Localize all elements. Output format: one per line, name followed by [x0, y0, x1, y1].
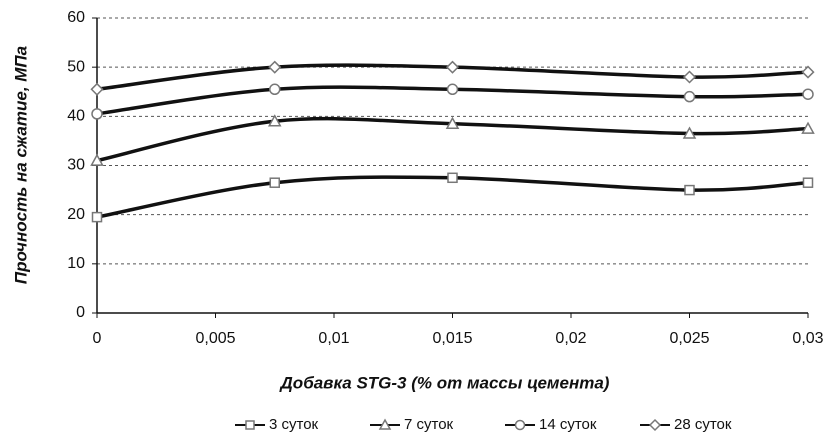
legend-label: 3 суток	[269, 416, 319, 433]
y-tick-label: 20	[67, 206, 85, 223]
x-tick-label: 0,01	[318, 330, 349, 347]
marker	[684, 184, 695, 196]
marker	[682, 70, 697, 84]
x-axis-label: Добавка STG-3 (% от массы цемента)	[279, 373, 610, 392]
y-tick-label: 30	[67, 157, 85, 174]
x-tick-label: 0,015	[432, 330, 472, 347]
marker	[445, 60, 460, 74]
marker	[802, 177, 814, 188]
y-tick-label: 60	[67, 9, 85, 26]
marker	[91, 211, 103, 223]
y-tick-label: 40	[67, 108, 85, 125]
y-tick-label: 50	[67, 58, 85, 75]
series-line	[96, 175, 809, 219]
marker	[268, 60, 282, 74]
marker	[514, 419, 526, 431]
y-tick-label: 0	[76, 304, 85, 321]
marker	[90, 153, 104, 166]
x-tick-label: 0	[93, 330, 102, 347]
x-tick-label: 0,03	[792, 330, 823, 347]
marker	[378, 418, 392, 430]
marker	[245, 420, 255, 430]
marker	[445, 116, 460, 129]
marker	[683, 90, 696, 103]
y-axis-label: Прочность на сжатие, МПа	[11, 46, 30, 284]
x-tick-label: 0,005	[195, 330, 235, 347]
marker	[269, 83, 281, 96]
marker	[447, 172, 458, 184]
marker	[91, 108, 103, 120]
legend-label: 7 суток	[404, 416, 454, 433]
x-tick-label: 0,025	[669, 330, 709, 347]
y-tick-label: 10	[67, 255, 85, 272]
marker	[446, 83, 459, 96]
marker	[267, 114, 282, 127]
marker	[682, 126, 697, 139]
legend-label: 14 суток	[539, 416, 597, 433]
marker	[802, 88, 814, 100]
marker	[90, 82, 104, 96]
marker	[801, 65, 815, 79]
marker	[801, 121, 815, 134]
marker	[648, 418, 662, 432]
x-tick-label: 0,02	[555, 330, 586, 347]
legend-label: 28 суток	[674, 416, 732, 433]
marker	[269, 177, 280, 188]
